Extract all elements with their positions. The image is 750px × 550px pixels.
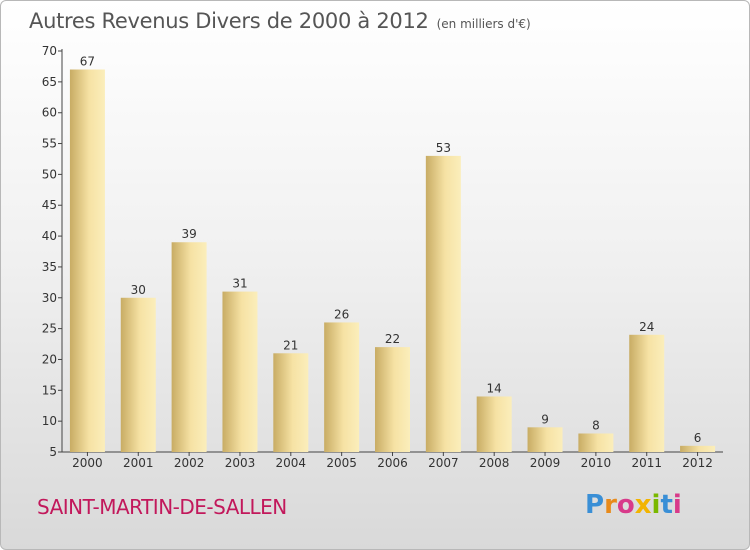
logo-letter: r	[604, 490, 617, 520]
logo-letter: o	[616, 490, 635, 520]
y-tick-label: 5	[49, 445, 57, 459]
chart-unit: (en milliers d'€)	[436, 17, 531, 31]
data-label-2005: 26	[334, 307, 349, 321]
data-label-2008: 14	[487, 381, 502, 395]
data-label-2002: 39	[181, 227, 196, 241]
data-label-2007: 53	[436, 141, 451, 155]
y-tick-label: 65	[42, 75, 57, 89]
x-tick-label-2003: 2003	[225, 456, 256, 470]
y-tick-label: 10	[42, 414, 57, 428]
data-label-2010: 8	[592, 418, 600, 432]
x-tick-label-2006: 2006	[377, 456, 408, 470]
x-tick-label-2012: 2012	[682, 456, 713, 470]
y-tick-label: 40	[42, 229, 57, 243]
bar-2011	[629, 334, 665, 452]
title-row: Autres Revenus Divers de 2000 à 2012 (en …	[29, 9, 531, 33]
proxiti-logo[interactable]: Proxiti	[585, 490, 682, 520]
bar-2010	[578, 433, 614, 452]
bar-2007	[425, 155, 461, 452]
bar-2006	[375, 347, 410, 452]
data-label-2012: 6	[694, 431, 702, 445]
bar-2002	[171, 242, 207, 452]
x-tick-label-2007: 2007	[428, 456, 459, 470]
chart-title: Autres Revenus Divers de 2000 à 2012	[29, 9, 429, 33]
y-tick-label: 35	[42, 260, 57, 274]
y-tick-label: 30	[42, 291, 57, 305]
bar-2001	[120, 297, 156, 452]
y-tick-label: 15	[42, 383, 57, 397]
bar-2000	[69, 69, 105, 452]
x-tick-label-2004: 2004	[276, 456, 307, 470]
logo-letter: P	[585, 490, 605, 520]
x-tick-label-2011: 2011	[631, 456, 662, 470]
x-tick-label-2001: 2001	[123, 456, 154, 470]
y-tick-label: 50	[42, 167, 57, 181]
commune-name: SAINT-MARTIN-DE-SALLEN	[37, 495, 287, 519]
data-label-2000: 67	[80, 55, 95, 69]
data-label-2011: 24	[639, 320, 654, 334]
bar-2003	[222, 291, 258, 452]
y-tick-label: 20	[42, 352, 57, 366]
logo-letter: i	[651, 490, 661, 520]
data-label-2009: 9	[541, 412, 549, 426]
logo-letter: t	[660, 490, 673, 520]
y-tick-label: 60	[42, 106, 57, 120]
x-tick-label-2008: 2008	[479, 456, 510, 470]
data-label-2001: 30	[131, 283, 146, 297]
x-tick-label-2000: 2000	[72, 456, 103, 470]
y-tick-label: 25	[42, 322, 57, 336]
bar-2012	[680, 445, 716, 452]
logo-letter: x	[634, 490, 652, 520]
logo-letter: i	[672, 490, 682, 520]
y-tick-label: 70	[42, 44, 57, 58]
x-tick-label-2009: 2009	[530, 456, 561, 470]
bar-2008	[476, 396, 512, 452]
bar-2004	[273, 353, 309, 452]
data-label-2006: 22	[385, 332, 400, 346]
x-tick-label-2010: 2010	[581, 456, 612, 470]
x-tick-label-2005: 2005	[326, 456, 357, 470]
x-tick-label-2002: 2002	[174, 456, 205, 470]
y-tick-label: 45	[42, 198, 57, 212]
data-label-2003: 31	[232, 277, 247, 291]
y-tick-label: 55	[42, 137, 57, 151]
bar-2009	[527, 427, 563, 452]
bar-2005	[324, 322, 360, 452]
data-label-2004: 21	[283, 338, 298, 352]
